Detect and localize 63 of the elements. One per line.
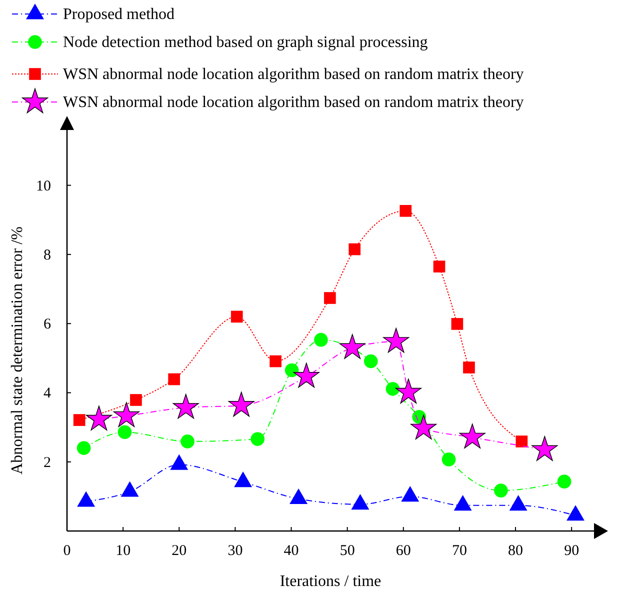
x-tick-label: 70 [452, 543, 467, 559]
x-tick-label: 60 [396, 543, 411, 559]
point [433, 260, 446, 272]
point [118, 425, 132, 440]
point [293, 362, 320, 388]
x-tick-label: 20 [172, 543, 187, 559]
x-tick-label: 10 [116, 543, 131, 559]
point [170, 454, 188, 470]
point [250, 432, 265, 446]
point [172, 394, 199, 419]
point [566, 505, 584, 521]
x-axis-title: Iterations / time [280, 573, 382, 590]
x-tick-label: 80 [508, 543, 524, 559]
y-tick-label: 8 [44, 247, 51, 264]
point [386, 382, 400, 396]
point [351, 494, 370, 510]
point [454, 495, 472, 511]
y-tick-label: 4 [44, 386, 52, 402]
point [364, 354, 378, 368]
x-tick-label: 90 [564, 543, 580, 559]
point [290, 488, 308, 504]
legend-label: WSN abnormal node location algorithm based on random matrix theory [63, 94, 524, 111]
point [120, 481, 139, 497]
y-tick-label: 10 [36, 178, 51, 194]
y-tick-label: 2 [44, 454, 51, 471]
point [516, 436, 528, 448]
point [77, 491, 96, 507]
point [383, 328, 410, 353]
legend-label: Proposed method [63, 6, 175, 23]
legend-label: Node detection method based on graph signal processing [63, 34, 428, 51]
point [410, 414, 437, 440]
point [401, 486, 420, 502]
point [73, 414, 86, 426]
x-tick-label: 40 [284, 543, 299, 559]
x-tick-label: 30 [228, 543, 243, 559]
point [532, 436, 558, 461]
point [130, 394, 142, 406]
point [442, 452, 456, 466]
point [463, 362, 475, 374]
legend-label: WSN abnormal node location algorithm based on random matrix theory [63, 66, 524, 83]
point [86, 406, 112, 430]
x-tick-label: 50 [340, 543, 355, 559]
point [324, 292, 336, 304]
point [339, 334, 366, 359]
point [76, 441, 91, 455]
point [284, 363, 299, 378]
point [180, 434, 194, 448]
point [113, 402, 140, 428]
point [509, 495, 528, 511]
y-tick-label: 6 [44, 316, 52, 333]
point [395, 378, 422, 404]
point [348, 243, 361, 256]
point [451, 318, 464, 330]
point [234, 472, 252, 488]
point [314, 332, 328, 347]
point [270, 355, 282, 368]
point [230, 310, 243, 323]
point [400, 204, 412, 217]
y-axis-title: Abnormal state determination error /% [9, 226, 26, 474]
point [228, 392, 254, 417]
point [168, 373, 180, 386]
x-tick-label: 0 [63, 543, 71, 559]
point [459, 424, 486, 448]
